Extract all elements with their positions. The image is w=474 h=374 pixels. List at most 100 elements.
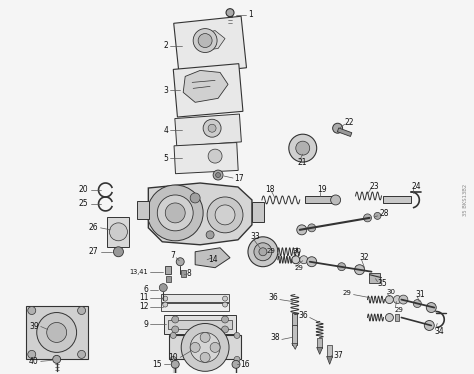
Text: 22: 22 xyxy=(345,118,354,127)
Circle shape xyxy=(213,170,223,180)
Circle shape xyxy=(297,225,307,235)
Circle shape xyxy=(399,295,408,304)
Circle shape xyxy=(300,256,308,264)
Text: 11: 11 xyxy=(139,293,148,302)
Circle shape xyxy=(337,263,346,271)
Circle shape xyxy=(159,283,167,292)
Circle shape xyxy=(172,326,179,333)
Circle shape xyxy=(221,326,228,333)
Text: 23: 23 xyxy=(370,181,379,190)
Circle shape xyxy=(109,223,128,241)
Circle shape xyxy=(28,307,36,315)
Circle shape xyxy=(181,324,229,371)
Circle shape xyxy=(28,350,36,358)
Circle shape xyxy=(190,343,200,352)
Circle shape xyxy=(210,343,220,352)
Text: 21: 21 xyxy=(298,157,307,166)
Text: 29: 29 xyxy=(343,289,352,295)
Polygon shape xyxy=(317,347,323,355)
Circle shape xyxy=(208,149,222,163)
Circle shape xyxy=(393,295,401,304)
Circle shape xyxy=(216,172,220,178)
Text: 29: 29 xyxy=(267,248,276,254)
Polygon shape xyxy=(327,346,332,358)
Circle shape xyxy=(190,332,220,362)
Circle shape xyxy=(223,302,228,307)
Circle shape xyxy=(172,316,179,323)
Circle shape xyxy=(171,361,179,368)
Text: 17: 17 xyxy=(234,174,244,183)
Polygon shape xyxy=(161,303,229,310)
Polygon shape xyxy=(292,313,297,327)
Circle shape xyxy=(170,356,176,362)
Polygon shape xyxy=(166,276,171,282)
Circle shape xyxy=(385,295,393,304)
Circle shape xyxy=(296,141,310,155)
Text: 36: 36 xyxy=(298,311,308,320)
Polygon shape xyxy=(164,315,236,334)
Text: 30: 30 xyxy=(386,289,395,295)
Circle shape xyxy=(234,332,240,338)
Polygon shape xyxy=(165,266,171,274)
Text: 2: 2 xyxy=(164,41,168,50)
Circle shape xyxy=(259,248,267,256)
Text: 8: 8 xyxy=(186,269,191,278)
Circle shape xyxy=(200,352,210,362)
Circle shape xyxy=(198,34,212,47)
Polygon shape xyxy=(26,306,88,359)
Circle shape xyxy=(289,134,317,162)
Text: 13,41: 13,41 xyxy=(130,269,148,275)
Circle shape xyxy=(203,119,221,137)
Text: 18: 18 xyxy=(265,186,274,194)
Polygon shape xyxy=(181,270,186,277)
Circle shape xyxy=(355,265,365,275)
Circle shape xyxy=(215,205,235,225)
Polygon shape xyxy=(252,202,264,222)
Text: 40: 40 xyxy=(29,357,39,366)
Text: 5: 5 xyxy=(164,154,168,163)
Text: 32: 32 xyxy=(360,253,369,262)
Polygon shape xyxy=(183,70,228,102)
Polygon shape xyxy=(108,217,129,247)
Polygon shape xyxy=(337,128,352,137)
Circle shape xyxy=(385,313,393,322)
Circle shape xyxy=(207,197,243,233)
Circle shape xyxy=(254,243,272,261)
Circle shape xyxy=(165,203,185,223)
Polygon shape xyxy=(195,248,230,268)
Polygon shape xyxy=(292,343,298,349)
Text: 28: 28 xyxy=(380,209,389,218)
Circle shape xyxy=(37,313,77,352)
Text: 15: 15 xyxy=(153,360,162,369)
Polygon shape xyxy=(395,313,400,322)
Text: 1: 1 xyxy=(248,10,253,19)
Circle shape xyxy=(234,356,240,362)
Polygon shape xyxy=(168,319,232,329)
Text: 38: 38 xyxy=(270,333,280,342)
Circle shape xyxy=(193,28,217,52)
Text: 29: 29 xyxy=(394,307,403,313)
Polygon shape xyxy=(383,196,411,203)
Circle shape xyxy=(426,303,436,313)
Polygon shape xyxy=(175,114,241,146)
Polygon shape xyxy=(148,183,252,245)
Circle shape xyxy=(170,332,176,338)
Text: 10: 10 xyxy=(169,353,178,362)
Polygon shape xyxy=(305,196,335,203)
Text: 34: 34 xyxy=(434,327,444,336)
Polygon shape xyxy=(173,64,243,117)
Circle shape xyxy=(163,302,168,307)
Polygon shape xyxy=(317,338,322,349)
Polygon shape xyxy=(195,31,225,50)
Text: 35: 35 xyxy=(377,279,387,288)
Polygon shape xyxy=(137,201,149,219)
Circle shape xyxy=(413,300,421,307)
Text: 27: 27 xyxy=(89,247,99,256)
Circle shape xyxy=(147,185,203,241)
Text: 16: 16 xyxy=(240,360,250,369)
Circle shape xyxy=(176,258,184,266)
Circle shape xyxy=(78,350,86,358)
Text: 6: 6 xyxy=(144,285,148,294)
Text: 35 BKS13B2: 35 BKS13B2 xyxy=(463,184,468,216)
Circle shape xyxy=(163,296,168,301)
